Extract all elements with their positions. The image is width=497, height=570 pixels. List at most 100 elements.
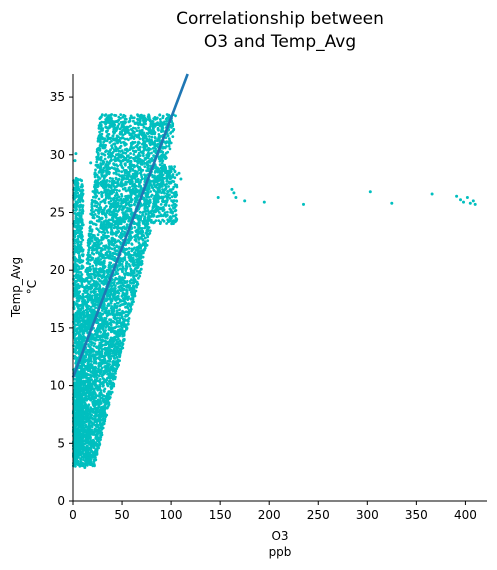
scatter-point	[86, 241, 90, 245]
scatter-point	[104, 367, 108, 371]
scatter-point	[107, 235, 110, 238]
scatter-point	[112, 162, 115, 166]
scatter-point	[137, 148, 140, 152]
scatter-point	[117, 122, 121, 126]
scatter-point	[100, 127, 104, 131]
scatter-point	[147, 204, 151, 208]
scatter-point	[85, 352, 88, 355]
scatter-point	[116, 204, 119, 208]
scatter-point	[115, 234, 118, 237]
scatter-point	[103, 316, 106, 320]
scatter-point	[102, 273, 106, 276]
scatter-point	[109, 113, 113, 117]
scatter-point	[111, 154, 114, 158]
scatter-point	[110, 139, 113, 143]
scatter-point	[105, 204, 108, 208]
scatter-point	[88, 226, 92, 230]
scatter-point	[121, 177, 124, 181]
scatter-point	[136, 180, 140, 184]
scatter-point	[117, 169, 121, 173]
scatter-point	[90, 249, 94, 252]
scatter-point	[117, 285, 121, 289]
scatter-point	[117, 159, 120, 162]
scatter-point	[110, 183, 114, 186]
scatter-point	[143, 162, 147, 165]
scatter-point	[102, 140, 105, 144]
scatter-point	[121, 334, 124, 338]
scatter-point	[103, 417, 107, 421]
scatter-point	[93, 375, 96, 379]
scatter-point	[121, 166, 125, 170]
scatter-point	[93, 234, 96, 237]
scatter-point	[89, 275, 93, 279]
scatter-point	[110, 339, 114, 343]
scatter-point	[100, 174, 104, 178]
scatter-point	[146, 239, 150, 243]
scatter-point	[87, 324, 90, 327]
scatter-point	[138, 137, 142, 141]
scatter-point	[103, 157, 107, 161]
scatter-point	[161, 116, 165, 120]
scatter-point	[94, 208, 98, 212]
scatter-point	[97, 126, 101, 130]
scatter-point	[93, 260, 96, 264]
scatter-point	[130, 249, 134, 253]
scatter-point	[85, 413, 88, 416]
scatter-point	[107, 302, 110, 306]
scatter-point	[102, 174, 106, 178]
scatter-point	[102, 266, 106, 270]
scatter-point	[87, 273, 90, 277]
scatter-point	[88, 285, 92, 289]
scatter-point	[98, 393, 102, 397]
scatter-point	[133, 156, 137, 160]
scatter-point	[104, 321, 108, 325]
scatter-point	[88, 363, 92, 366]
scatter-point	[117, 245, 121, 249]
scatter-point	[112, 349, 115, 353]
scatter-point	[88, 351, 92, 354]
scatter-point	[171, 135, 175, 139]
scatter-point	[106, 152, 110, 156]
scatter-point	[111, 134, 115, 138]
scatter-point	[121, 278, 125, 282]
scatter-point	[99, 155, 103, 159]
scatter-point	[98, 169, 102, 173]
scatter-point	[144, 135, 148, 138]
scatter-point	[105, 413, 109, 417]
scatter-point	[115, 367, 119, 370]
scatter-point	[108, 251, 112, 255]
scatter-point	[105, 306, 108, 310]
scatter-point	[96, 233, 100, 237]
scatter-point	[107, 172, 111, 176]
scatter-point	[124, 285, 128, 288]
scatter-point	[95, 346, 99, 349]
scatter-point	[96, 151, 100, 155]
scatter-point	[90, 205, 94, 209]
scatter-point	[137, 126, 140, 130]
scatter-point	[134, 229, 138, 233]
scatter-point	[152, 154, 156, 158]
scatter-point	[110, 281, 114, 285]
scatter-point	[172, 128, 176, 132]
scatter-point	[144, 212, 148, 216]
scatter-point	[119, 113, 123, 116]
scatter-point	[102, 330, 106, 333]
scatter-point	[152, 202, 155, 206]
scatter-point	[134, 199, 138, 203]
scatter-point	[102, 422, 106, 426]
scatter-point	[115, 355, 119, 359]
scatter-point	[82, 289, 86, 293]
scatter-point	[105, 130, 108, 134]
scatter-point	[133, 184, 137, 188]
scatter-point	[112, 190, 116, 194]
scatter-point	[158, 113, 162, 117]
scatter-point	[114, 114, 118, 117]
scatter-point	[106, 376, 109, 380]
scatter-point	[149, 229, 152, 233]
scatter-point	[94, 201, 98, 205]
scatter-point	[114, 349, 118, 353]
scatter-point	[108, 180, 111, 183]
scatter-point	[87, 403, 91, 407]
scatter-point	[149, 200, 152, 204]
scatter-point	[109, 261, 113, 265]
